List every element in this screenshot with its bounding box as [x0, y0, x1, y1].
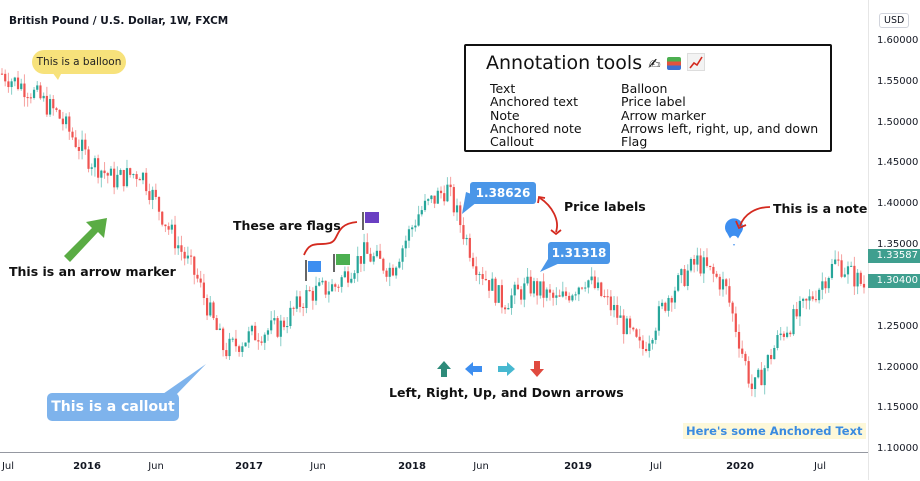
- callout-tail: [160, 364, 206, 396]
- legend-left-column: Text Anchored text Note Anchored note Ca…: [490, 81, 582, 150]
- price-tick: 1.45000: [877, 157, 919, 168]
- time-tick: 2016: [73, 461, 101, 472]
- arrow-up-icon: [437, 361, 451, 377]
- arrow-right-icon: [498, 362, 515, 376]
- legend-item: Anchored text: [490, 94, 579, 110]
- price-labels-pointer-curve: [537, 195, 562, 236]
- legend-item: Arrow marker: [621, 107, 706, 123]
- time-tick: 2020: [726, 461, 754, 472]
- legend-item: Text: [490, 81, 516, 96]
- flag-green-icon: [333, 254, 350, 272]
- last-price-tag: 1.33587: [868, 249, 920, 263]
- price-label-2[interactable]: 1.31318: [548, 242, 610, 264]
- arrow-left-icon: [465, 362, 482, 376]
- annotation-tools-legend: Annotation tools ✍ Text Anchored text No…: [464, 44, 832, 152]
- flags-label[interactable]: These are flags: [233, 218, 341, 233]
- last-price-tag: 1.30400: [868, 274, 920, 288]
- legend-item: Anchored note: [490, 120, 582, 136]
- candlestick-plot[interactable]: [0, 0, 868, 452]
- price-label-1[interactable]: 1.38626: [470, 182, 536, 204]
- legend-item: Callout: [490, 134, 534, 150]
- anchored-text-annotation[interactable]: Here's some Anchored Text: [683, 423, 866, 439]
- chart-title: British Pound / U.S. Dollar, 1W, FXCM: [9, 15, 229, 27]
- flag-blue-icon: [305, 260, 321, 281]
- price-tick: 1.40000: [877, 198, 919, 209]
- price-tick: 1.50000: [877, 117, 919, 128]
- time-axis[interactable]: Jul 2016 Jun 2017 Jun 2018 Jun 2019 Jul 2020 Jul: [0, 452, 868, 481]
- note-pin-icon: [724, 218, 743, 246]
- arrows-label[interactable]: Left, Right, Up, and Down arrows: [389, 385, 624, 400]
- arrow-marker-icon: [64, 218, 107, 262]
- price-tick: 1.55000: [877, 76, 919, 87]
- price-tick: 1.20000: [877, 362, 919, 373]
- price-tick: 1.10000: [877, 443, 919, 454]
- legend-title-text: Annotation tools: [486, 52, 643, 74]
- note-label[interactable]: This is a note: [773, 201, 868, 216]
- writing-hand-icon: ✍: [648, 55, 661, 73]
- flag-purple-icon: [362, 212, 379, 230]
- candlestick-series: [0, 68, 866, 398]
- arrow-marker-label[interactable]: This is an arrow marker: [9, 264, 176, 279]
- callout-annotation[interactable]: This is a callout: [47, 393, 179, 421]
- currency-badge[interactable]: USD: [879, 13, 910, 28]
- time-tick: 2019: [564, 461, 592, 472]
- price-tick: 1.60000: [877, 35, 919, 46]
- time-tick: Jul: [649, 461, 663, 472]
- legend-item: Arrows left, right, up, and down: [621, 120, 819, 136]
- time-tick: Jul: [813, 461, 827, 472]
- arrow-down-icon: [530, 361, 544, 377]
- legend-item: Balloon: [621, 81, 668, 96]
- chart-increasing-icon: [686, 53, 705, 71]
- balloon-annotation[interactable]: This is a balloon: [32, 50, 126, 74]
- note-pointer-arrowhead: [735, 220, 747, 230]
- balloon-tail: [52, 72, 62, 80]
- price-tick: 1.25000: [877, 321, 919, 332]
- legend-title: Annotation tools ✍: [486, 52, 705, 74]
- flags-pointer-curve: [303, 221, 358, 256]
- legend-right-column: Balloon Price label Arrow marker Arrows …: [621, 81, 819, 150]
- legend-item: Note: [490, 107, 520, 123]
- legend-item: Flag: [621, 134, 648, 150]
- price-tick: 1.35000: [877, 239, 919, 250]
- price-tick: 1.15000: [877, 402, 919, 413]
- time-tick: Jul: [1, 461, 15, 472]
- price-labels-label[interactable]: Price labels: [564, 199, 646, 214]
- time-tick: 2017: [235, 461, 263, 472]
- time-tick: 2018: [398, 461, 426, 472]
- books-icon: [666, 57, 681, 70]
- time-tick: Jun: [310, 461, 326, 472]
- time-tick: Jun: [473, 461, 489, 472]
- price-axis[interactable]: 1.60000 1.55000 1.50000 1.45000 1.40000 …: [868, 0, 920, 480]
- legend-item: Price label: [621, 94, 686, 110]
- note-pointer-curve: [739, 206, 771, 227]
- time-tick: Jun: [148, 461, 164, 472]
